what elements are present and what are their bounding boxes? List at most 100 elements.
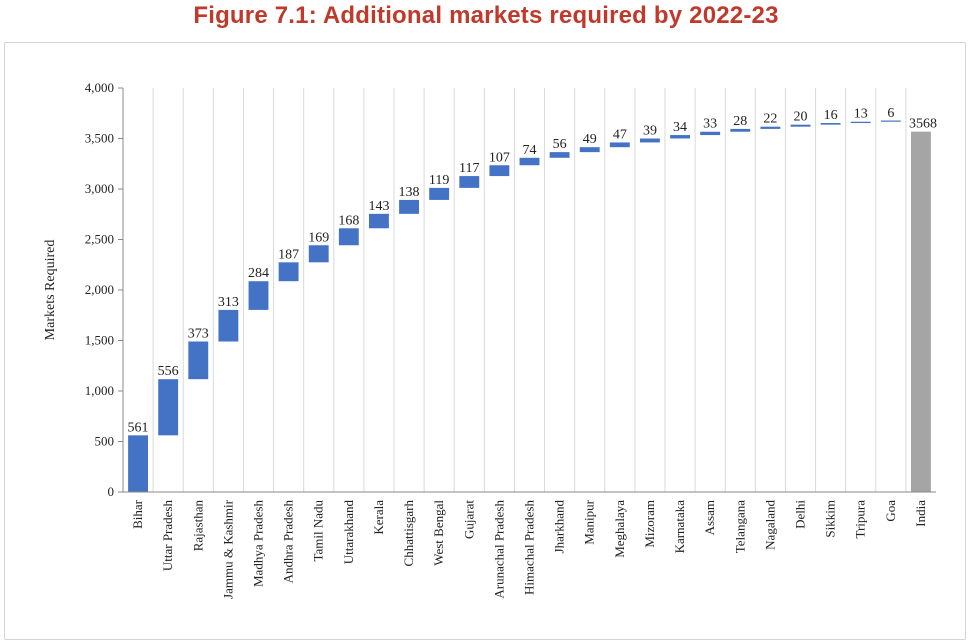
data-label: 56 — [553, 137, 567, 152]
y-tick-label: 4,000 — [85, 80, 114, 95]
x-tick-label: Kerala — [371, 500, 386, 535]
y-tick-label: 3,500 — [85, 131, 114, 146]
bar — [730, 128, 751, 132]
x-tick-label: West Bengal — [431, 500, 446, 566]
data-label: 138 — [399, 185, 420, 200]
x-tick-label: Karnataka — [672, 500, 687, 554]
data-label: 119 — [429, 173, 449, 188]
data-label: 49 — [583, 132, 597, 147]
y-tick-label: 2,500 — [85, 232, 114, 247]
data-label: 556 — [158, 364, 179, 379]
y-tick-labels: 0 500 1,000 1,500 2,000 2,500 3,000 3,500 4,000 — [85, 80, 114, 499]
bars — [128, 120, 931, 492]
bar — [218, 309, 239, 342]
x-tick-label: Telangana — [732, 500, 747, 553]
bar — [429, 187, 450, 200]
data-label: 169 — [308, 230, 329, 245]
bar — [369, 213, 389, 229]
data-label: 16 — [824, 108, 838, 123]
data-label: 6 — [887, 106, 894, 121]
x-tick-label: Jharkhand — [552, 500, 567, 554]
data-label: 107 — [489, 150, 510, 165]
bar — [700, 131, 721, 136]
bar — [640, 138, 660, 143]
data-label: 143 — [368, 199, 389, 214]
x-tick-label: Mizoram — [642, 500, 657, 548]
data-label: 74 — [523, 143, 537, 158]
bar — [880, 120, 901, 122]
bar — [338, 228, 359, 246]
x-tick-label: Nagaland — [762, 500, 777, 550]
data-label: 47 — [613, 127, 627, 142]
x-tick-label: Arunachal Pradesh — [491, 500, 506, 599]
bar — [820, 123, 841, 125]
x-tick-label: Himachal Pradesh — [522, 500, 537, 595]
data-label: 20 — [794, 110, 808, 125]
x-tick-label: Andhra Pradesh — [281, 500, 296, 584]
chart-title: Figure 7.1: Additional markets required … — [193, 2, 779, 29]
x-tick-label: Assam — [702, 500, 717, 535]
x-tick-label: Tripura — [853, 500, 868, 539]
x-tick-label: Tamil Nadu — [311, 500, 326, 562]
data-label: 28 — [733, 114, 747, 129]
data-label: 22 — [763, 112, 777, 127]
y-tick-label: 1,500 — [85, 333, 114, 348]
bar — [128, 435, 148, 492]
x-tick-label: Madhya Pradesh — [251, 500, 266, 588]
x-tick-label: Uttar Pradesh — [160, 500, 175, 572]
bar — [459, 176, 480, 188]
axes — [118, 87, 936, 493]
bar — [489, 165, 510, 177]
x-tick-label: India — [913, 500, 928, 527]
bar — [519, 157, 540, 166]
y-tick-label: 3,000 — [85, 181, 114, 196]
chart-frame — [4, 42, 966, 640]
data-label: 313 — [218, 295, 239, 310]
bar — [760, 126, 781, 129]
data-label: 13 — [854, 107, 868, 122]
x-tick-label: Bihar — [130, 499, 145, 529]
data-labels: 561 556 373 313 284 187 169 168 143 138 119 117 107 7… — [128, 106, 937, 435]
gridlines — [152, 88, 907, 492]
bar — [248, 281, 269, 310]
data-label: 39 — [643, 124, 657, 139]
x-tick-label: Uttarakhand — [341, 500, 356, 565]
data-label: 373 — [188, 327, 209, 342]
y-tick-label: 0 — [108, 484, 115, 499]
bar — [549, 152, 570, 158]
bar — [579, 147, 600, 153]
bar — [188, 341, 209, 380]
bar — [158, 379, 179, 436]
bar — [790, 124, 811, 127]
y-tick-label: 2,000 — [85, 282, 114, 297]
y-tick-label: 500 — [95, 434, 115, 449]
data-label: 284 — [248, 266, 269, 281]
x-tick-label: Meghalaya — [612, 500, 627, 558]
x-tick-label: Chhattisgarh — [401, 500, 416, 567]
x-tick-label: Gujarat — [461, 500, 476, 539]
x-tick-label: Delhi — [793, 500, 808, 529]
x-tick-label: Rajasthan — [190, 500, 205, 552]
data-label: 187 — [278, 247, 299, 262]
x-tick-label: Sikkim — [823, 500, 838, 538]
bar — [609, 142, 630, 148]
data-label: 561 — [128, 420, 149, 435]
x-tick-label: Goa — [883, 500, 898, 522]
y-axis-label: Markets Required — [43, 240, 58, 341]
data-label: 3568 — [909, 117, 937, 132]
bar — [670, 135, 690, 139]
bar-total — [911, 131, 931, 492]
data-label: 168 — [338, 213, 359, 228]
y-tick-label: 1,000 — [85, 383, 114, 398]
bar — [278, 262, 299, 282]
data-label: 34 — [673, 120, 687, 135]
bar — [850, 121, 871, 124]
bar — [399, 199, 419, 214]
bar — [308, 245, 329, 263]
x-tick-label: Manipur — [582, 499, 597, 544]
x-tick-label: Jammu & Kashmir — [220, 499, 235, 599]
data-label: 33 — [703, 117, 717, 132]
x-tick-labels: Bihar Uttar Pradesh Rajasthan Jammu & Kashm… — [130, 499, 928, 599]
data-label: 117 — [459, 161, 479, 176]
